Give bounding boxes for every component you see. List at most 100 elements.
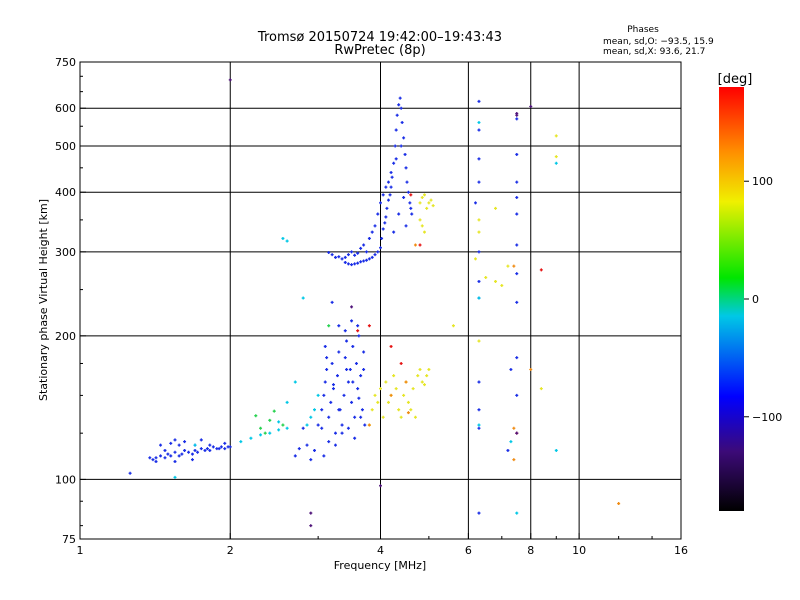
data-point [327, 415, 331, 419]
data-point [381, 193, 385, 197]
data-point [359, 415, 363, 419]
data-point [506, 448, 510, 452]
data-point [420, 224, 424, 228]
data-point [392, 230, 396, 234]
data-point [208, 448, 212, 452]
data-point [370, 408, 374, 412]
data-point [500, 283, 504, 287]
data-point [399, 415, 403, 419]
data-point [362, 350, 366, 354]
y-tick-label: 750 [55, 56, 76, 69]
data-point [293, 454, 297, 458]
data-point [365, 258, 369, 262]
data-point [515, 243, 519, 247]
data-point [554, 448, 558, 452]
data-point [413, 243, 417, 247]
data-point [177, 443, 181, 447]
data-point [408, 201, 412, 205]
data-point [187, 450, 191, 454]
data-point [422, 193, 426, 197]
data-point [322, 393, 326, 397]
data-point [367, 423, 371, 427]
data-point [373, 253, 377, 257]
data-point [362, 367, 366, 371]
data-point [515, 272, 519, 276]
colorbar-tick-label: −100 [752, 411, 782, 424]
data-point [356, 261, 360, 265]
data-point [193, 443, 197, 447]
data-point [297, 447, 301, 451]
data-point [402, 393, 406, 397]
data-point [384, 185, 388, 189]
data-point [346, 253, 350, 257]
data-point [330, 300, 334, 304]
data-point [346, 262, 350, 266]
data-point [376, 250, 380, 254]
data-point [398, 96, 402, 100]
data-point [239, 440, 243, 444]
y-tick-label: 75 [62, 533, 76, 546]
data-point [406, 190, 410, 194]
colorbar-tick-label: 100 [752, 175, 773, 188]
data-point [180, 452, 184, 456]
data-points [128, 78, 621, 528]
data-point [477, 423, 481, 427]
data-point [477, 339, 481, 343]
data-point [370, 255, 374, 259]
y-tick-label: 300 [55, 246, 76, 259]
x-tick-label: 6 [465, 544, 472, 557]
data-point [359, 260, 363, 264]
data-point [342, 393, 346, 397]
data-point [277, 428, 281, 432]
data-point [340, 257, 344, 261]
data-point [420, 195, 424, 199]
data-point [389, 170, 393, 174]
data-point [392, 374, 396, 378]
data-point [351, 344, 355, 348]
data-point [416, 374, 420, 378]
stats-line-x: mean, sd,X: 93.6, 21.7 [603, 47, 705, 57]
data-point [418, 243, 422, 247]
data-point [327, 324, 331, 328]
data-point [348, 367, 352, 371]
data-point [365, 250, 369, 254]
x-tick-label: 16 [674, 544, 688, 557]
data-point [410, 212, 414, 216]
data-point [228, 445, 232, 449]
data-point [477, 380, 481, 384]
data-point [404, 380, 408, 384]
data-point [509, 440, 513, 444]
data-point [360, 408, 364, 412]
x-tick-label: 10 [572, 544, 586, 557]
data-point [477, 511, 481, 515]
data-point [183, 448, 187, 452]
data-point [512, 426, 516, 430]
data-point [477, 426, 481, 430]
data-point [350, 250, 354, 254]
data-point [343, 356, 347, 360]
data-point [381, 227, 385, 231]
data-point [431, 204, 435, 208]
data-point [353, 262, 357, 266]
data-point [379, 387, 382, 391]
data-point [427, 201, 431, 205]
data-point [539, 387, 543, 391]
data-point [268, 431, 272, 435]
data-point [277, 420, 281, 424]
data-point [394, 387, 398, 391]
data-point [394, 157, 398, 161]
data-point [362, 243, 366, 247]
data-point [330, 361, 334, 365]
data-point [515, 195, 519, 199]
data-point [325, 356, 329, 360]
data-point [285, 239, 289, 243]
data-point [359, 374, 363, 378]
data-point [259, 426, 263, 430]
data-point [193, 448, 197, 452]
data-point [381, 415, 385, 419]
data-point [406, 400, 410, 404]
data-point [272, 409, 276, 413]
data-point [509, 367, 513, 371]
data-point [477, 157, 481, 161]
